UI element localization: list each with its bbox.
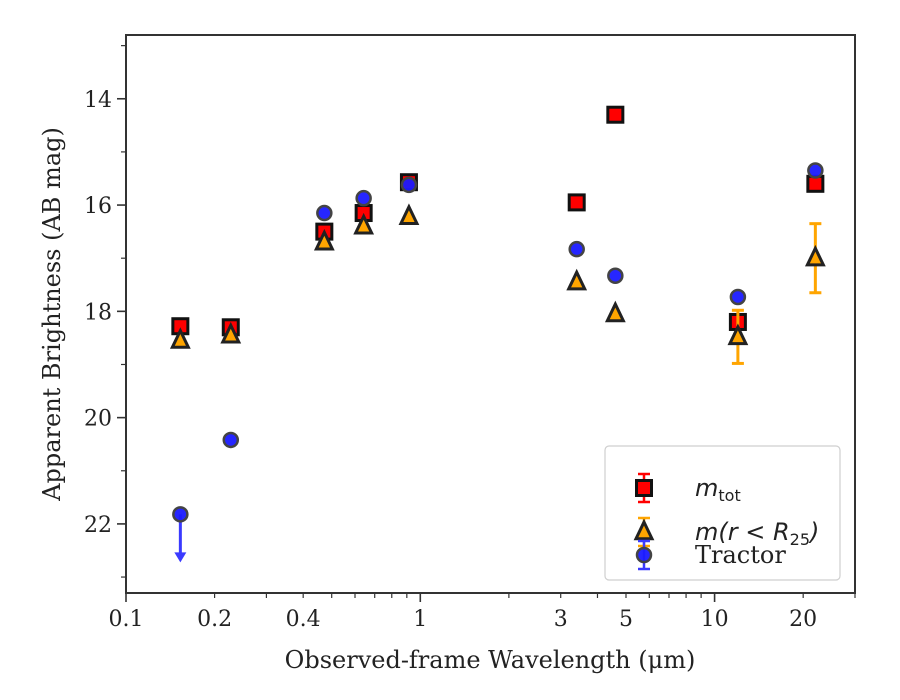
upper-limit-arrowhead xyxy=(174,552,187,563)
data-point xyxy=(729,288,747,306)
data-point xyxy=(353,212,375,235)
legend-label: Tractor xyxy=(695,541,786,569)
series-square xyxy=(171,105,825,337)
data-point xyxy=(606,105,625,124)
legend-marker xyxy=(635,546,653,564)
data-point xyxy=(727,323,749,346)
data-point xyxy=(220,321,242,344)
x-tick-label: 0.2 xyxy=(197,607,232,632)
y-tick-label: 20 xyxy=(84,407,112,432)
y-axis: 14 16 18 20 22 xyxy=(84,45,126,578)
series-triangle xyxy=(169,203,826,365)
series-circle xyxy=(172,162,824,563)
data-point xyxy=(355,189,372,207)
plot-area xyxy=(169,105,826,563)
data-point xyxy=(316,204,333,222)
x-tick-label: 0.4 xyxy=(286,607,321,632)
x-tick-label: 10 xyxy=(701,607,729,632)
data-point xyxy=(566,268,588,291)
x-tick-label: 0.1 xyxy=(109,607,144,632)
x-axis-label: Observed-frame Wavelength (μm) xyxy=(285,646,696,674)
y-axis-label: Apparent Brightness (AB mag) xyxy=(38,127,66,502)
data-point xyxy=(172,506,189,523)
legend-box xyxy=(604,445,841,581)
legend-marker xyxy=(633,518,655,541)
data-point xyxy=(568,240,585,258)
x-tick-label: 5 xyxy=(619,607,633,632)
data-point xyxy=(604,300,626,323)
plot-frame xyxy=(125,34,856,594)
x-tick-label: 1 xyxy=(413,607,427,632)
data-point xyxy=(398,203,420,225)
y-tick-label: 22 xyxy=(84,513,112,538)
legend: mtot m(r < R25)Tractor xyxy=(604,445,841,581)
legend-label: m(r < R25) xyxy=(695,518,819,549)
data-point xyxy=(807,162,824,179)
data-point xyxy=(222,431,240,449)
data-point xyxy=(567,193,586,212)
data-point xyxy=(313,228,335,251)
x-tick-label: 20 xyxy=(789,607,817,632)
legend-marker xyxy=(635,479,653,497)
data-point xyxy=(400,176,418,194)
data-point xyxy=(804,244,826,267)
data-point xyxy=(169,327,191,349)
y-tick-label: 16 xyxy=(84,194,112,219)
x-tick-label: 3 xyxy=(554,607,568,632)
data-point xyxy=(607,267,624,284)
y-tick-label: 14 xyxy=(84,88,112,113)
x-axis: 0.1 0.2 0.4 1 3 5 10 20 xyxy=(109,593,856,632)
legend-label: mtot xyxy=(695,474,741,505)
y-tick-label: 18 xyxy=(84,300,112,325)
